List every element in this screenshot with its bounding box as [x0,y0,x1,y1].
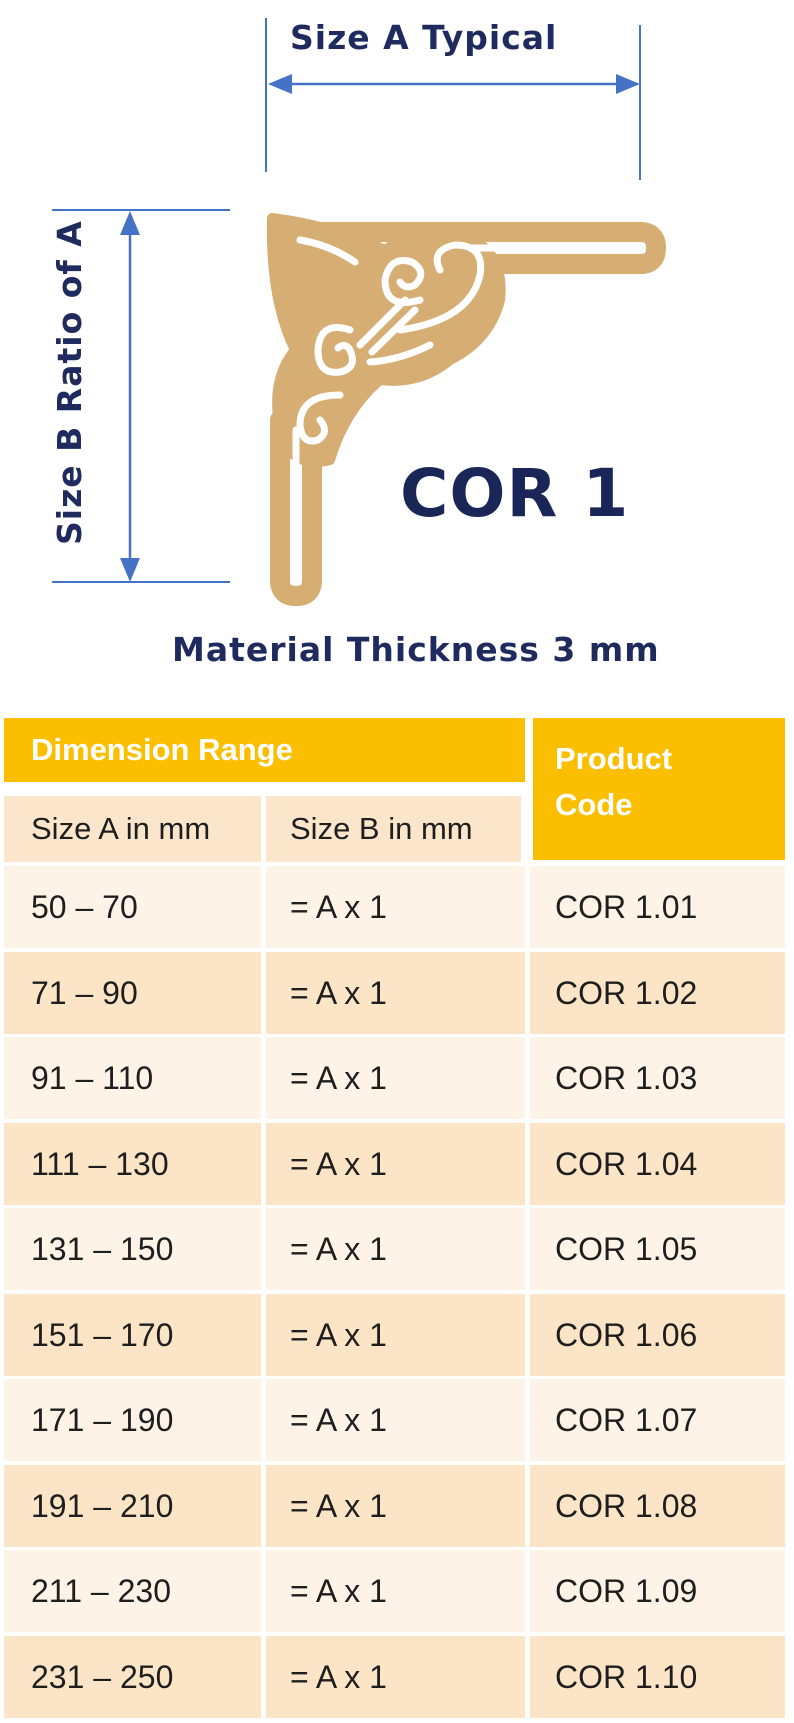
cell-size-b: = A x 1 [266,952,525,1034]
product-code-title: COR 1 [400,455,630,532]
cell-product-code-text: COR 1.03 [555,1059,698,1096]
cell-size-b: = A x 1 [266,1123,525,1205]
cell-size-a-text: 91 – 110 [31,1059,154,1096]
cell-size-a: 151 – 170 [4,1294,261,1376]
header-dimension-range: Dimension Range [4,718,525,782]
cell-size-a-text: 111 – 130 [31,1145,169,1182]
cell-product-code: COR 1.04 [530,1123,785,1205]
cell-product-code: COR 1.10 [530,1636,785,1718]
cell-size-a-text: 211 – 230 [31,1572,171,1609]
size-a-label: Size A Typical [290,18,558,57]
cell-size-b-text: = A x 1 [290,1230,387,1267]
cell-size-b-text: = A x 1 [290,974,387,1011]
size-b-arrow-top-head [120,211,140,235]
cell-product-code-text: COR 1.05 [555,1230,698,1267]
cell-size-b-text: = A x 1 [290,1487,387,1524]
cell-size-a-text: 191 – 210 [31,1487,174,1524]
header-product-code: Product Code [533,718,785,860]
cell-size-b-text: = A x 1 [290,1059,387,1096]
cell-size-a-text: 151 – 170 [31,1316,174,1353]
header-size-a-label: Size A in mm [31,811,211,846]
cell-product-code-text: COR 1.06 [555,1316,698,1353]
cell-product-code: COR 1.05 [530,1208,785,1290]
cell-product-code: COR 1.09 [530,1550,785,1632]
cell-size-a-text: 131 – 150 [31,1230,174,1267]
cell-product-code-text: COR 1.04 [555,1145,698,1182]
cell-product-code: COR 1.01 [530,866,785,948]
cell-size-b-text: = A x 1 [290,1401,387,1438]
cell-size-a: 50 – 70 [4,866,261,948]
cell-size-b: = A x 1 [266,1379,525,1461]
corner-ornament [266,213,666,606]
cell-product-code-text: COR 1.01 [555,888,698,925]
cell-size-b: = A x 1 [266,1208,525,1290]
cell-size-b: = A x 1 [266,1465,525,1547]
cell-product-code: COR 1.02 [530,952,785,1034]
cell-size-b-text: = A x 1 [290,888,387,925]
cell-product-code-text: COR 1.09 [555,1572,698,1609]
cell-size-a: 91 – 110 [4,1037,261,1119]
cell-size-b-text: = A x 1 [290,1316,387,1353]
cell-size-b-text: = A x 1 [290,1572,387,1609]
cell-size-a-text: 71 – 90 [31,974,138,1011]
cell-size-a-text: 50 – 70 [31,888,138,925]
header-size-a: Size A in mm [4,796,261,862]
cell-size-a: 131 – 150 [4,1208,261,1290]
cell-size-a: 71 – 90 [4,952,261,1034]
cell-size-b: = A x 1 [266,1037,525,1119]
header-size-b: Size B in mm [266,796,521,862]
cell-size-a-text: 231 – 250 [31,1658,174,1695]
size-a-arrow-left-head [268,74,292,94]
cell-product-code-text: COR 1.02 [555,974,698,1011]
cell-size-b: = A x 1 [266,866,525,948]
cell-product-code: COR 1.07 [530,1379,785,1461]
cell-product-code: COR 1.06 [530,1294,785,1376]
diagram-graphics [52,18,666,606]
cell-size-a: 231 – 250 [4,1636,261,1718]
cell-product-code-text: COR 1.10 [555,1658,698,1695]
dimension-diagram: Size A Typical Size B Ratio of A COR 1 M… [0,0,794,700]
cell-size-a: 171 – 190 [4,1379,261,1461]
cell-size-a: 111 – 130 [4,1123,261,1205]
cell-size-a-text: 171 – 190 [31,1401,174,1438]
cell-size-b-text: = A x 1 [290,1145,387,1182]
cell-size-b: = A x 1 [266,1294,525,1376]
header-product-code-label: Product Code [555,741,673,822]
cell-product-code: COR 1.03 [530,1037,785,1119]
header-size-b-label: Size B in mm [290,811,473,846]
header-dimension-range-label: Dimension Range [31,732,293,767]
cell-product-code: COR 1.08 [530,1465,785,1547]
size-a-arrow-right-head [616,74,640,94]
cell-size-b: = A x 1 [266,1636,525,1718]
material-thickness-label: Material Thickness 3 mm [172,630,660,669]
cell-size-a: 211 – 230 [4,1550,261,1632]
cell-size-a: 191 – 210 [4,1465,261,1547]
size-b-label: Size B Ratio of A [50,220,89,545]
size-b-arrow-bottom-head [120,558,140,582]
cell-size-b: = A x 1 [266,1550,525,1632]
cell-product-code-text: COR 1.07 [555,1401,698,1438]
cell-size-b-text: = A x 1 [290,1658,387,1695]
cell-product-code-text: COR 1.08 [555,1487,698,1524]
